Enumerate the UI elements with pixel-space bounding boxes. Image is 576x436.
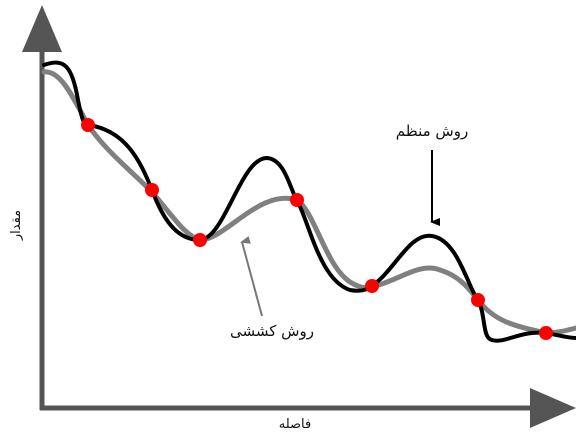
regular-curve [42,60,576,343]
data-point [365,279,379,293]
tension-method-label: روش کششی [230,322,314,340]
y-axis-arrow-head [22,5,62,52]
x-axis-arrow-head [530,388,576,428]
data-point [290,193,304,207]
data-point [539,326,553,340]
y-axis-label: مقدار [9,210,24,241]
x-axis [40,388,576,428]
regular-method-label: روش منظم [396,122,468,140]
tension-method-arrow [240,236,263,317]
x-axis-label: فاصله [279,417,312,432]
data-point [81,118,95,132]
data-point [145,183,159,197]
tension-curve [41,69,576,336]
data-point [193,233,207,247]
y-axis [22,5,62,410]
data-points [81,118,553,340]
data-point [471,293,485,307]
